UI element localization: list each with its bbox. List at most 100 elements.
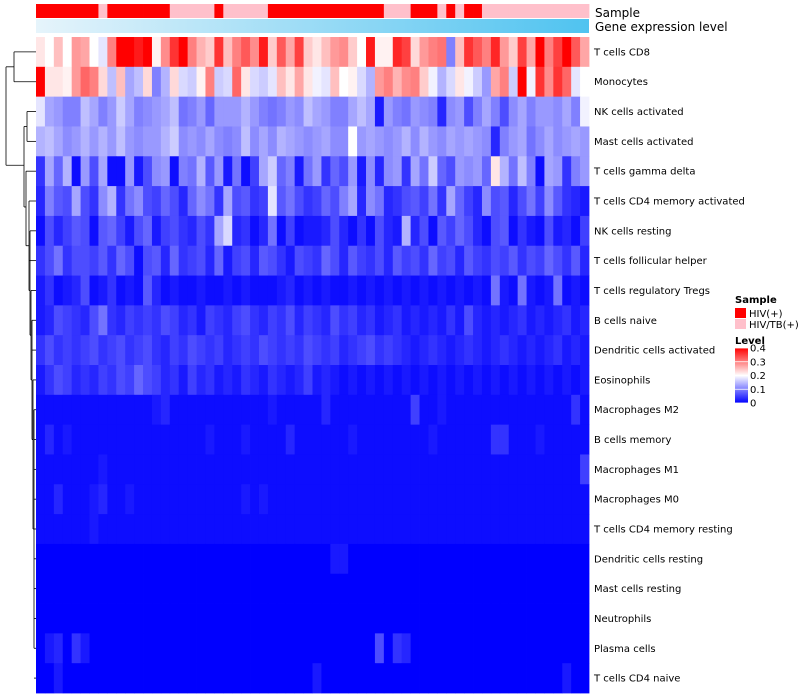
heatmap-cell [285, 394, 296, 426]
heatmap-cell [499, 275, 510, 306]
heatmap-cell [214, 394, 224, 426]
heatmap-cell [419, 424, 429, 455]
heatmap-cell [553, 484, 563, 515]
heatmap-cell [428, 543, 438, 575]
heatmap-cell [473, 603, 483, 634]
sample-annotation-cell [321, 4, 331, 18]
heatmap-cell [544, 543, 554, 575]
heatmap-cell [348, 573, 358, 604]
heatmap-cell [553, 543, 563, 575]
heatmap-cell [571, 663, 581, 694]
heatmap-cell [428, 96, 438, 127]
heatmap-cell [446, 394, 456, 426]
heatmap-cell [481, 424, 492, 455]
heatmap-cell [357, 424, 367, 455]
heatmap-cell [107, 245, 117, 276]
heatmap-cell [303, 186, 313, 217]
heatmap-cell [357, 663, 367, 694]
heatmap-cell [232, 394, 242, 426]
heatmap-cell [143, 514, 153, 545]
heatmap-cell [339, 275, 349, 306]
heatmap-cell [357, 484, 367, 515]
heatmap-cell [214, 514, 224, 545]
heatmap-cell [419, 245, 429, 276]
heatmap-cell [392, 66, 403, 98]
heatmap-cell [330, 424, 340, 455]
heatmap-cell [464, 424, 474, 455]
heatmap-cell [348, 454, 358, 485]
heatmap-cell [526, 126, 536, 157]
heatmap-cell [151, 275, 162, 306]
heatmap-cell [580, 454, 590, 485]
heatmap-cell [267, 245, 278, 276]
heatmap-cell [348, 394, 358, 426]
heatmap-cell [383, 66, 394, 98]
heatmap-cell [490, 215, 501, 247]
heatmap-cell [125, 37, 135, 68]
heatmap-cell [446, 424, 456, 455]
heatmap-cell [401, 663, 412, 694]
heatmap-cell [517, 156, 527, 187]
heatmap-cell [580, 394, 590, 426]
heatmap-cell [53, 424, 64, 455]
heatmap-cell [330, 663, 340, 694]
heatmap-cell [223, 275, 233, 306]
heatmap-cell [276, 156, 287, 187]
heatmap-cell [526, 573, 536, 604]
heatmap-cell [187, 514, 197, 545]
heatmap-cell [535, 365, 545, 396]
heatmap-cell [428, 335, 438, 366]
heatmap-cell [553, 126, 563, 157]
heatmap-cell [437, 37, 447, 68]
heatmap-cell [571, 454, 581, 485]
heatmap-cell [232, 424, 242, 455]
heatmap-cell [571, 514, 581, 545]
heatmap-cell [508, 66, 519, 98]
heatmap-cell [410, 365, 420, 396]
heatmap-cell [481, 514, 492, 545]
heatmap-cell [339, 305, 349, 336]
heatmap-cell [428, 603, 438, 634]
heatmap-cell [303, 603, 313, 634]
heatmap-cell [473, 394, 483, 426]
heatmap-cell [401, 215, 412, 247]
heatmap-cell [89, 365, 99, 396]
heatmap-cell [303, 156, 313, 187]
heatmap-cell [98, 573, 108, 604]
heatmap-cell [517, 96, 527, 127]
heatmap-cell [499, 37, 510, 68]
heatmap-cell [250, 394, 260, 426]
heatmap-cell [437, 663, 447, 694]
heatmap-cell [44, 96, 55, 127]
heatmap-cell [143, 126, 153, 157]
heatmap-cell [383, 275, 394, 306]
heatmap-cell [250, 365, 260, 396]
legend: Sample HIV(+) HIV/TB(+) Level 0.40.30.20… [735, 295, 799, 410]
heatmap-cell [348, 335, 358, 366]
heatmap-cell [517, 335, 527, 366]
heatmap-cell [116, 215, 126, 247]
heatmap-cell [312, 573, 322, 604]
heatmap-cell [258, 96, 269, 127]
heatmap-cell [446, 37, 456, 68]
heatmap-cell [98, 156, 108, 187]
heatmap-cell [143, 245, 153, 276]
heatmap-cell [535, 603, 545, 634]
heatmap-cell [44, 394, 55, 426]
heatmap-cell [151, 186, 162, 217]
heatmap-cell [562, 633, 572, 664]
heatmap-cell [464, 305, 474, 336]
heatmap-cell [214, 186, 224, 217]
heatmap-cell [187, 484, 197, 515]
heatmap-cell [169, 305, 180, 336]
heatmap-cell [464, 215, 474, 247]
heatmap-cell [294, 215, 304, 247]
sample-annotation-cell [258, 4, 269, 18]
row-label: Eosinophils [594, 375, 650, 386]
heatmap-cell [53, 603, 64, 634]
heatmap-cell [446, 335, 456, 366]
heatmap-cell [116, 573, 126, 604]
heatmap-cell [232, 663, 242, 694]
sample-annotation-cell [267, 4, 278, 18]
